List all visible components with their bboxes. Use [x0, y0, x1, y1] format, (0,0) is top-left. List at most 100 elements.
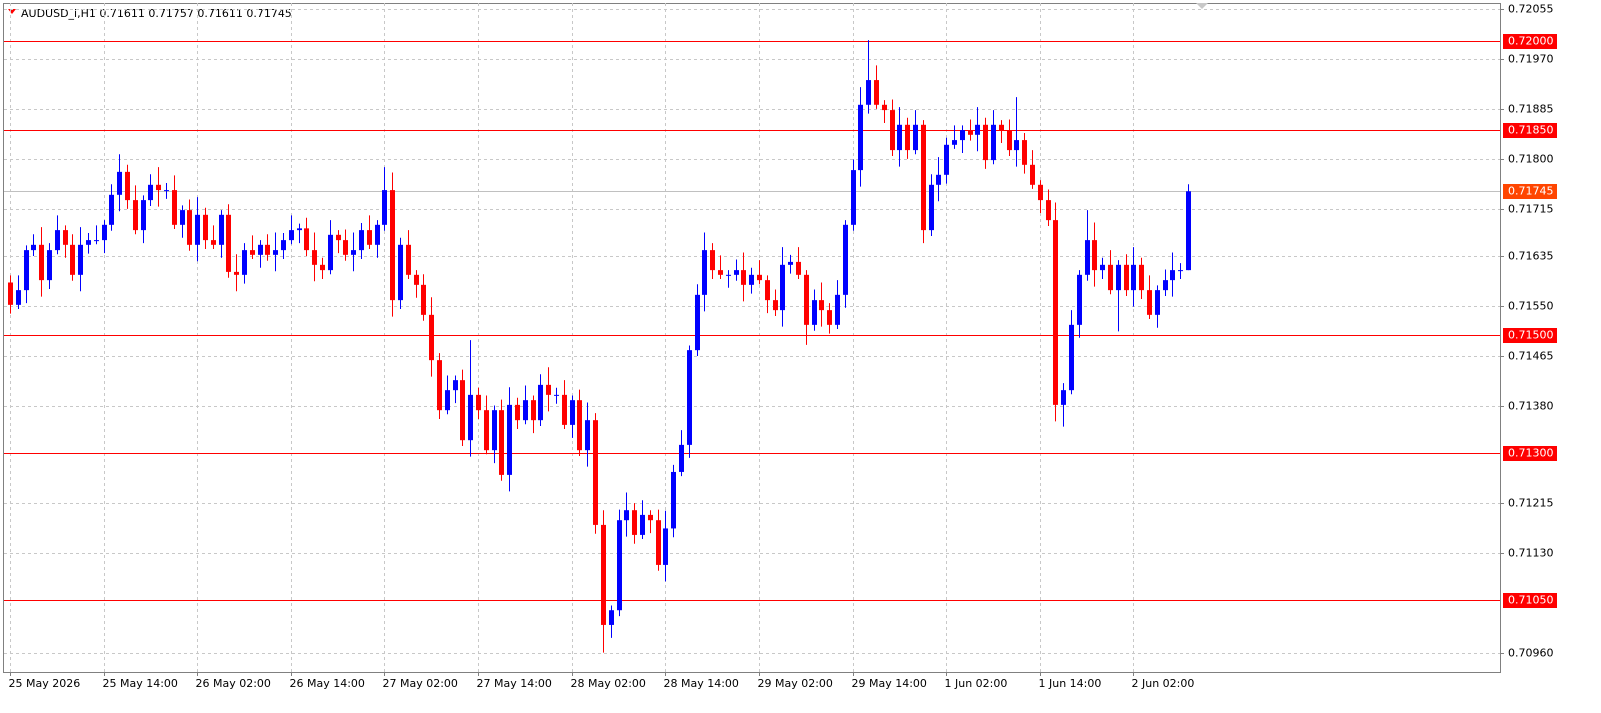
candle-body	[250, 250, 255, 255]
candle-body	[343, 240, 348, 255]
candle-body	[812, 300, 817, 325]
y-tick-label: 0.71635	[1508, 250, 1554, 263]
candle-body	[1053, 220, 1058, 405]
x-tick-label: 28 May 02:00	[571, 677, 646, 690]
x-tick-label: 27 May 02:00	[383, 677, 458, 690]
candle-body	[351, 250, 356, 255]
candle-body	[24, 250, 29, 291]
candle-body	[1178, 270, 1183, 272]
candle-body	[882, 104, 887, 111]
x-tick-label: 2 Jun 02:00	[1132, 677, 1195, 690]
candle-body	[624, 510, 629, 521]
candle-body	[265, 244, 270, 255]
candle-body	[983, 124, 988, 161]
candle-body	[960, 130, 965, 141]
candle-body	[695, 294, 700, 351]
x-tick-label: 1 Jun 02:00	[945, 677, 1008, 690]
candle-body	[460, 380, 465, 441]
candle-body	[1186, 191, 1191, 271]
candle-body	[593, 420, 598, 525]
level-tag	[1503, 34, 1557, 49]
candle-body	[851, 170, 856, 225]
candle-body	[671, 471, 676, 529]
candle-body	[796, 261, 801, 275]
candle-body	[367, 230, 372, 245]
candle-body	[94, 240, 99, 242]
candle-body	[320, 264, 325, 271]
candle-body	[421, 284, 426, 315]
candle-body	[577, 400, 582, 451]
candle-body	[156, 184, 161, 191]
x-tick-label: 29 May 14:00	[852, 677, 927, 690]
candle-body	[133, 200, 138, 231]
candle-body	[219, 214, 224, 245]
x-tick-label: 25 May 2026	[9, 677, 81, 690]
candle-body	[1007, 130, 1012, 151]
candle-body	[648, 514, 653, 521]
candle-body	[1030, 164, 1035, 185]
candle-body	[546, 384, 551, 395]
candle-body	[632, 510, 637, 535]
candle-body	[359, 230, 364, 251]
candle-body	[1100, 264, 1105, 271]
candle-body	[242, 250, 247, 275]
candle-body	[1116, 264, 1121, 291]
candle-body	[858, 104, 863, 171]
y-tick-label: 0.71885	[1508, 103, 1554, 116]
candle-body	[1163, 280, 1168, 291]
candle-body	[484, 410, 489, 451]
candle-body	[172, 190, 177, 225]
y-tick-label: 0.70960	[1508, 647, 1554, 660]
candle-body	[952, 140, 957, 145]
candle-body	[765, 280, 770, 301]
candle-body	[429, 314, 434, 361]
candle-body	[749, 274, 754, 285]
candle-body	[47, 250, 52, 281]
candle-body	[468, 394, 473, 441]
candle-body	[780, 264, 785, 311]
candle-body	[476, 394, 481, 411]
candle-body	[913, 124, 918, 151]
candle-body	[507, 404, 512, 475]
candle-body	[1061, 390, 1066, 405]
x-tick-label: 1 Jun 14:00	[1039, 677, 1102, 690]
candle-body	[1046, 200, 1051, 221]
candle-body	[679, 444, 684, 472]
candle-body	[757, 274, 762, 281]
candle-body	[975, 124, 980, 135]
candle-body	[702, 250, 707, 295]
candle-body	[1124, 264, 1129, 291]
candle-body	[187, 210, 192, 245]
candle-body	[211, 240, 216, 245]
level-label: 0.72000	[1508, 35, 1554, 48]
candle-body	[492, 410, 497, 451]
candle-body	[835, 294, 840, 325]
level-label: 0.71500	[1508, 329, 1554, 342]
candle-body	[8, 282, 13, 305]
level-tag	[1503, 446, 1557, 461]
candle-body	[125, 171, 130, 201]
candle-body	[968, 130, 973, 135]
x-tick-label: 26 May 02:00	[196, 677, 271, 690]
candle-body	[897, 124, 902, 151]
candle-body	[16, 290, 21, 305]
candle-body	[804, 274, 809, 325]
candle-body	[312, 250, 317, 265]
level-tag	[1503, 123, 1557, 138]
candle-body	[656, 520, 661, 565]
candle-body	[375, 224, 380, 245]
candle-body	[1022, 140, 1027, 165]
y-tick-label: 0.71380	[1508, 400, 1554, 413]
y-tick-label: 0.71800	[1508, 153, 1554, 166]
candle-body	[1131, 264, 1136, 291]
candle-body	[929, 184, 934, 231]
candle-body	[921, 124, 926, 231]
candle-body	[281, 240, 286, 251]
candle-body	[148, 184, 153, 201]
y-tick-label: 0.71970	[1508, 53, 1554, 66]
candle-body	[70, 244, 75, 275]
candle-body	[734, 270, 739, 275]
x-tick-label: 27 May 14:00	[477, 677, 552, 690]
candle-body	[687, 350, 692, 445]
